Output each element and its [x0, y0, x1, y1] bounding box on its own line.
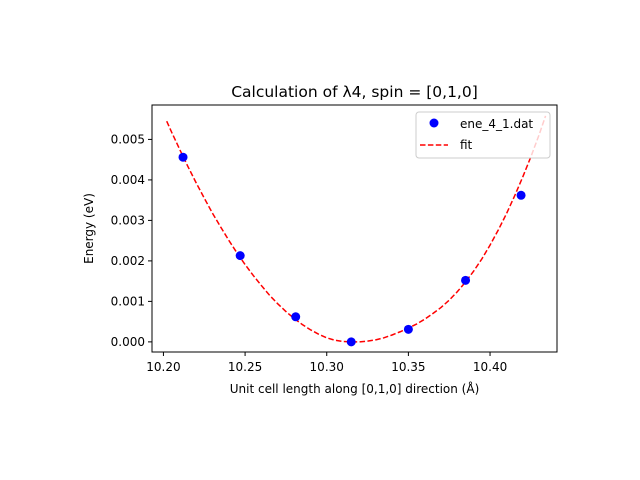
legend: ene_4_1.dat fit	[415, 111, 551, 159]
x-tick-label: 10.30	[310, 360, 344, 374]
data-point	[178, 152, 188, 162]
legend-label-fit: fit	[460, 138, 473, 152]
y-tick-label: 0.003	[111, 213, 145, 227]
y-tick-label: 0.004	[111, 173, 145, 187]
x-tick-label: 10.25	[228, 360, 262, 374]
plot-frame	[151, 104, 558, 353]
x-tick-label: 10.35	[391, 360, 425, 374]
data-point	[403, 324, 413, 334]
y-tick-label: 0.001	[111, 294, 145, 308]
data-point	[346, 337, 356, 347]
legend-box	[415, 111, 551, 159]
data-point	[235, 251, 245, 261]
y-tick-label: 0.005	[111, 132, 145, 146]
legend-marker-points	[429, 118, 439, 128]
chart-title: Calculation of λ4, spin = [0,1,0]	[231, 83, 478, 101]
y-tick-label: 0.000	[111, 335, 145, 349]
y-tick-label: 0.002	[111, 254, 145, 268]
data-point	[516, 190, 526, 200]
data-point	[461, 275, 471, 285]
x-axis-label: Unit cell length along [0,1,0] direction…	[230, 381, 480, 396]
legend-label-points: ene_4_1.dat	[460, 117, 533, 131]
x-tick-label: 10.20	[146, 360, 180, 374]
data-point	[291, 312, 301, 322]
y-axis-label: Energy (eV)	[82, 193, 96, 264]
x-tick-label: 10.40	[473, 360, 507, 374]
